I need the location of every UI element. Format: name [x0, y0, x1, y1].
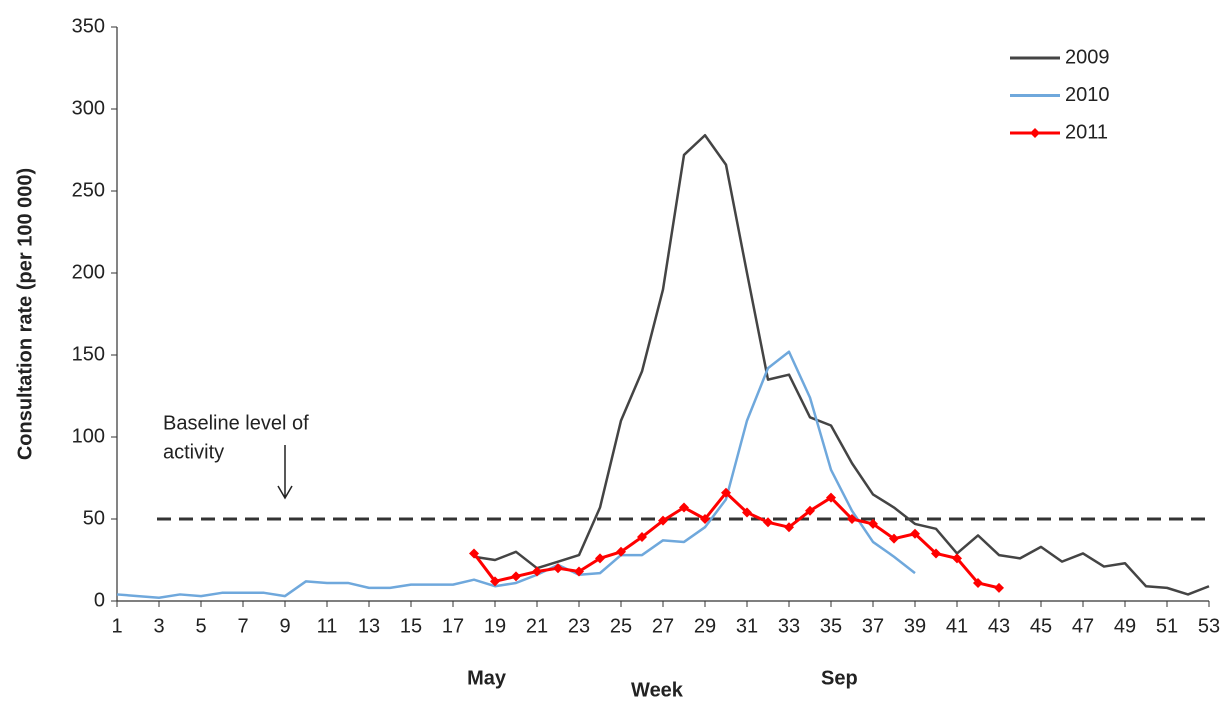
y-tick-label: 250	[72, 179, 105, 201]
series-line	[472, 491, 1000, 590]
series-marker	[616, 546, 626, 557]
x-tick-label: 17	[442, 615, 464, 637]
x-tick-label: 1	[111, 615, 122, 637]
series-marker	[469, 548, 479, 559]
series-marker	[805, 505, 815, 516]
legend-label: 2011	[1065, 121, 1108, 143]
annotation-arrow	[277, 445, 293, 500]
x-tick-label: 31	[736, 615, 758, 637]
x-tick-label: 51	[1156, 615, 1178, 637]
series-marker	[952, 553, 962, 564]
baseline-annotation: Baseline level of	[163, 412, 309, 434]
x-tick-label: 33	[778, 615, 800, 637]
series-marker	[742, 507, 752, 518]
y-axis-title: Consultation rate (per 100 000)	[14, 168, 36, 460]
x-axis-title: Week	[631, 679, 684, 701]
x-tick-label: 9	[279, 615, 290, 637]
legend-marker	[1030, 128, 1040, 138]
series-marker	[490, 576, 500, 587]
series-marker	[889, 533, 899, 544]
month-label: May	[467, 667, 507, 689]
legend-label: 2010	[1065, 84, 1110, 106]
series-marker	[994, 582, 1004, 593]
x-tick-label: 21	[526, 615, 548, 637]
x-tick-label: 11	[317, 615, 338, 637]
series-marker	[637, 532, 647, 543]
x-tick-label: 5	[195, 615, 206, 637]
x-tick-label: 39	[904, 615, 926, 637]
y-tick-label: 350	[72, 15, 105, 37]
x-tick-label: 35	[820, 615, 842, 637]
x-tick-label: 29	[694, 615, 716, 637]
x-tick-label: 19	[484, 615, 506, 637]
x-tick-label: 13	[358, 615, 380, 637]
series-marker	[826, 492, 836, 503]
y-tick-label: 300	[72, 97, 105, 119]
x-tick-label: 49	[1114, 615, 1136, 637]
series-marker	[973, 577, 983, 588]
y-tick-label: 200	[72, 261, 105, 283]
y-tick-label: 0	[94, 589, 105, 611]
series-line	[116, 350, 916, 599]
legend-label: 2009	[1065, 46, 1110, 68]
series-marker	[763, 517, 773, 528]
x-tick-label: 37	[862, 615, 884, 637]
series-marker	[532, 566, 542, 577]
series-marker	[868, 518, 878, 529]
y-tick-label: 150	[72, 343, 105, 365]
series-marker	[679, 502, 689, 513]
x-tick-label: 27	[652, 615, 674, 637]
series-marker	[595, 553, 605, 564]
series-marker	[721, 487, 731, 498]
series-marker	[574, 566, 584, 577]
series-line	[473, 133, 1210, 596]
series-marker	[910, 528, 920, 539]
x-tick-label: 3	[153, 615, 164, 637]
month-label: Sep	[821, 667, 858, 689]
x-tick-label: 45	[1030, 615, 1052, 637]
x-tick-label: 43	[988, 615, 1010, 637]
x-tick-label: 41	[946, 615, 968, 637]
series-marker	[658, 515, 668, 526]
x-tick-label: 23	[568, 615, 590, 637]
x-tick-label: 7	[237, 615, 248, 637]
series-marker	[700, 514, 710, 524]
x-tick-label: 15	[400, 615, 422, 637]
series-marker	[847, 514, 857, 524]
series-marker	[553, 563, 563, 574]
series-marker	[784, 522, 794, 533]
series-marker	[511, 571, 521, 582]
baseline-annotation: activity	[163, 441, 224, 463]
y-tick-label: 50	[83, 507, 105, 529]
x-tick-label: 53	[1198, 615, 1220, 637]
x-tick-label: 25	[610, 615, 632, 637]
y-tick-label: 100	[72, 425, 105, 447]
series-marker	[931, 548, 941, 559]
x-tick-label: 47	[1072, 615, 1094, 637]
